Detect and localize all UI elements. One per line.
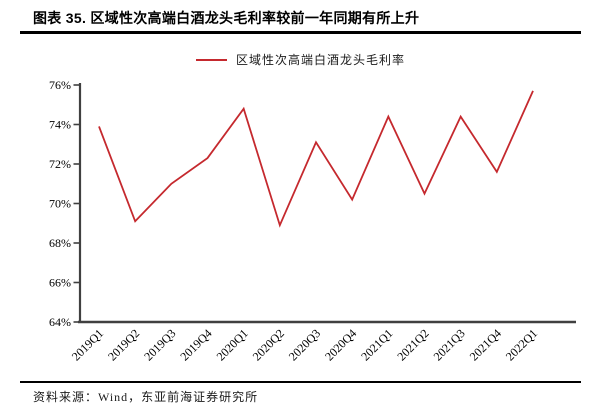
y-tick-label: 74% — [49, 118, 71, 132]
legend-label: 区域性次高端白酒龙头毛利率 — [235, 53, 405, 67]
x-tick-label: 2020Q1 — [214, 326, 251, 363]
x-tick-label: 2021Q4 — [467, 326, 504, 363]
y-tick-label: 76% — [49, 78, 71, 92]
x-tick-label: 2021Q1 — [358, 326, 395, 363]
legend: 区域性次高端白酒龙头毛利率 — [0, 51, 601, 68]
y-tick-label: 70% — [49, 197, 71, 211]
x-tick-label: 2020Q2 — [250, 326, 287, 363]
x-tick-label: 2019Q1 — [69, 326, 106, 363]
x-tick-label: 2022Q1 — [503, 326, 540, 363]
x-tick-label: 2019Q4 — [177, 326, 214, 363]
x-tick-label: 2021Q2 — [394, 326, 431, 363]
legend-line-swatch — [195, 58, 227, 61]
y-tick-label: 66% — [49, 276, 71, 290]
x-tick-label: 2020Q3 — [286, 326, 323, 363]
x-tick-label: 2021Q3 — [431, 326, 468, 363]
data-line — [98, 90, 534, 228]
y-tick-label: 68% — [49, 236, 71, 250]
x-tick-label: 2019Q2 — [105, 326, 142, 363]
x-tick-label: 2020Q4 — [322, 326, 359, 363]
x-tick-label: 2019Q3 — [141, 326, 178, 363]
y-tick-label: 72% — [49, 157, 71, 171]
footer-rule — [20, 381, 581, 383]
figure-title: 图表 35. 区域性次高端白酒龙头毛利率较前一年同期有所上升 — [33, 10, 420, 26]
source-note: 资料来源：Wind，东亚前海证券研究所 — [33, 390, 259, 404]
y-tick-label: 64% — [49, 315, 71, 329]
title-rule — [20, 31, 581, 34]
